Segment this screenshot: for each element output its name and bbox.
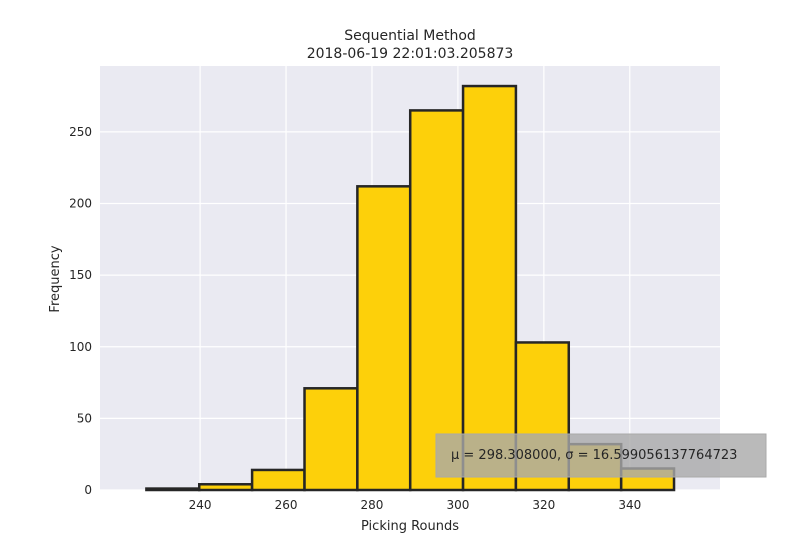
stats-annotation: μ = 298.308000, σ = 16.599056137764723 xyxy=(435,433,767,478)
histogram-bar xyxy=(461,84,518,492)
chart-subtitle: 2018-06-19 22:01:03.205873 xyxy=(307,46,514,62)
histogram-bar xyxy=(198,483,254,492)
y-tick-label: 0 xyxy=(84,483,92,497)
x-tick-label: 280 xyxy=(361,498,384,512)
histogram-bar xyxy=(303,387,359,492)
y-tick-label: 100 xyxy=(69,340,92,354)
y-tick-labels: 0 50 100 150 200 250 xyxy=(69,125,92,497)
y-tick-label: 200 xyxy=(69,197,92,211)
x-tick-labels: 240 260 280 300 320 340 xyxy=(189,498,642,512)
y-tick-label: 50 xyxy=(77,411,92,425)
histogram-bar xyxy=(250,468,306,492)
stats-annotation-text: μ = 298.308000, σ = 16.599056137764723 xyxy=(451,448,737,463)
histogram-bar xyxy=(408,109,465,492)
stats-annotation-box xyxy=(435,433,767,478)
y-axis-label: Frequency xyxy=(48,245,63,312)
x-tick-label: 300 xyxy=(446,498,469,512)
chart-title: Sequential Method xyxy=(344,28,476,44)
histogram-bar xyxy=(356,185,412,492)
bars xyxy=(145,84,676,492)
x-tick-label: 260 xyxy=(275,498,298,512)
histogram-bar xyxy=(145,487,201,492)
x-tick-label: 320 xyxy=(532,498,555,512)
x-tick-label: 340 xyxy=(618,498,641,512)
x-axis-label: Picking Rounds xyxy=(361,519,459,534)
y-tick-label: 150 xyxy=(69,268,92,282)
y-tick-label: 250 xyxy=(69,125,92,139)
x-tick-label: 240 xyxy=(189,498,212,512)
